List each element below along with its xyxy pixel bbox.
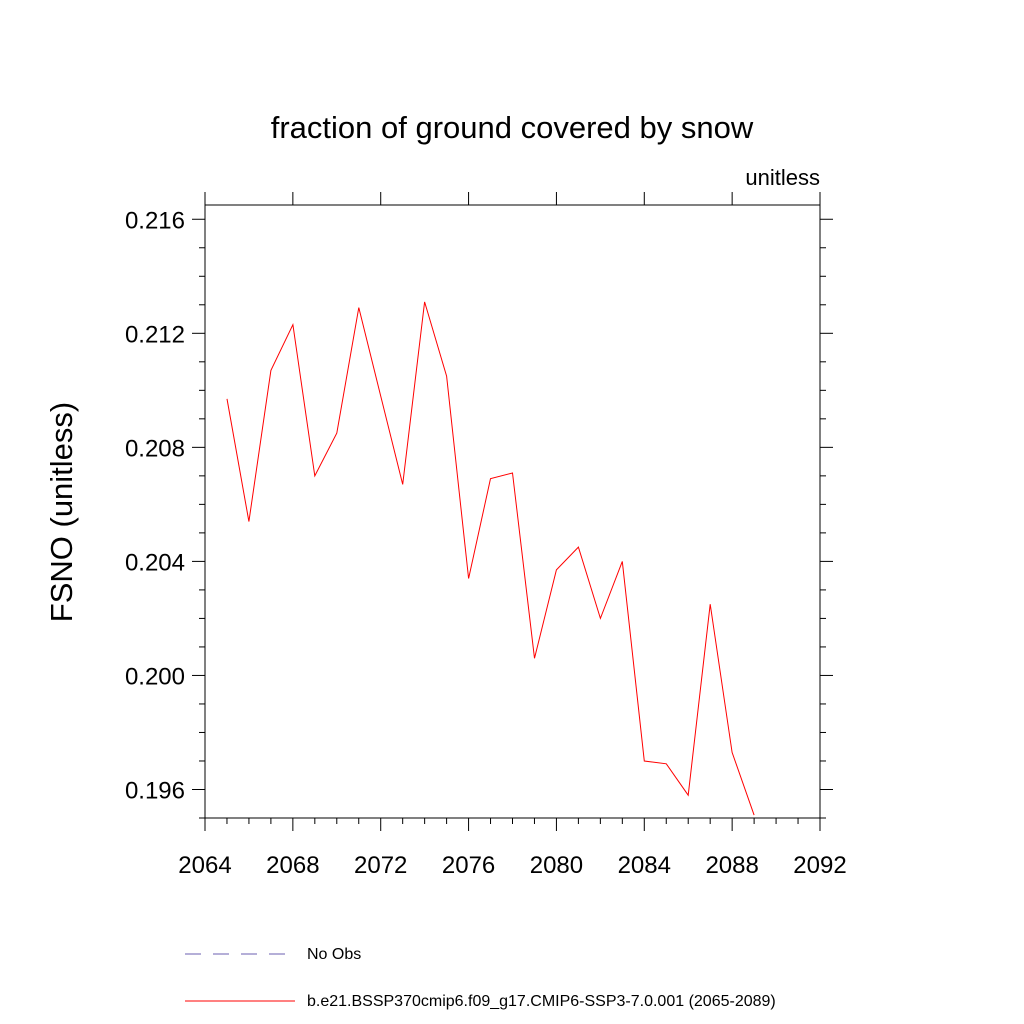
x-tick-label: 2092 xyxy=(793,852,846,879)
y-axis-label: FSNO (unitless) xyxy=(44,402,79,622)
x-tick-label: 2076 xyxy=(442,852,495,879)
x-axis: 2064 2068 2072 2076 2080 2084 2088 2092 xyxy=(178,192,847,879)
x-tick-label: 2072 xyxy=(354,852,407,879)
y-axis: 0.196 0.200 0.204 0.208 0.212 0.216 xyxy=(125,207,833,819)
series-line xyxy=(226,301,755,816)
y-tick-label: 0.208 xyxy=(125,435,185,462)
y-tick-label: 0.200 xyxy=(125,663,185,690)
x-tick-label: 2068 xyxy=(266,852,319,879)
x-tick-label: 2088 xyxy=(705,852,758,879)
legend-label-no-obs: No Obs xyxy=(307,946,361,963)
units-label: unitless xyxy=(745,165,820,190)
x-tick-label: 2084 xyxy=(618,852,671,879)
legend: No Obs b.e21.BSSP370cmip6.f09_g17.CMIP6-… xyxy=(185,946,776,1010)
series-group xyxy=(226,301,755,816)
x-tick-label: 2064 xyxy=(178,852,231,879)
y-tick-label: 0.212 xyxy=(125,321,185,348)
y-tick-label: 0.204 xyxy=(125,549,185,576)
x-tick-label: 2080 xyxy=(530,852,583,879)
legend-label-model: b.e21.BSSP370cmip6.f09_g17.CMIP6-SSP3-7.… xyxy=(307,993,776,1010)
chart-title: fraction of ground covered by snow xyxy=(271,110,754,145)
y-tick-label: 0.216 xyxy=(125,207,185,234)
y-tick-label: 0.196 xyxy=(125,777,185,804)
